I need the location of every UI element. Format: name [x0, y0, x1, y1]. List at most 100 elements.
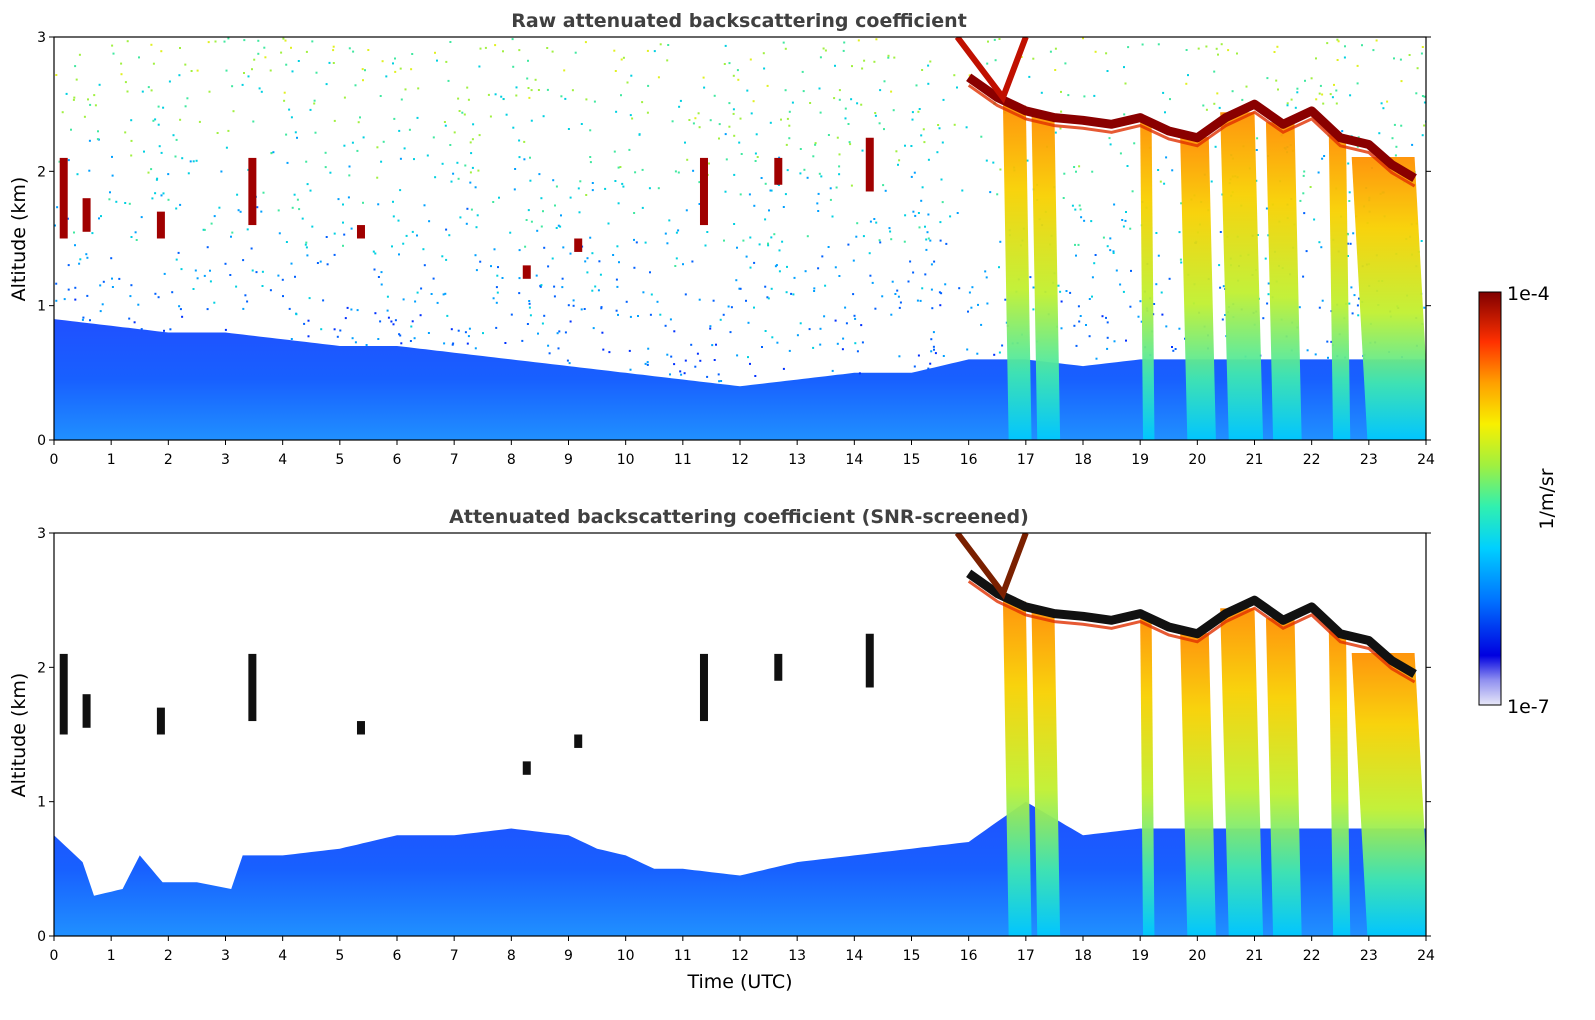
- noise-speckle: [54, 37, 1426, 383]
- precipitation-band: [1265, 618, 1302, 936]
- x-tick-label: 12: [731, 948, 749, 964]
- cloud-patch: [699, 157, 708, 226]
- cloud-patch: [248, 157, 257, 226]
- precipitation-band: [1140, 120, 1155, 440]
- x-tick-label: 4: [278, 452, 287, 468]
- precipitation-band: [1002, 601, 1032, 936]
- x-tick-label: 10: [617, 452, 635, 468]
- cloud-layer: [966, 569, 1417, 678]
- precipitation-band: [1220, 112, 1264, 440]
- x-tick-label: 5: [335, 452, 344, 468]
- precipitation-band: [1002, 105, 1032, 440]
- panel-title: Raw attenuated backscattering coefficien…: [511, 10, 967, 32]
- precipitation-band: [1220, 608, 1264, 936]
- colorbar-min-label: 1e-7: [1507, 696, 1550, 718]
- cloud-patch: [82, 198, 91, 232]
- x-tick-label: 23: [1360, 948, 1378, 964]
- precipitation-band: [1140, 616, 1155, 936]
- x-tick-label: 17: [1017, 948, 1035, 964]
- y-tick-label: 3: [37, 526, 46, 542]
- panel-title: Attenuated backscattering coefficient (S…: [449, 506, 1029, 528]
- x-tick-label: 9: [564, 948, 573, 964]
- x-axis-label: Time (UTC): [686, 971, 792, 993]
- cloud-patch: [59, 157, 68, 239]
- y-ticks: 0 1 2 3: [37, 526, 1431, 945]
- x-tick-label: 6: [393, 948, 402, 964]
- cloud-patch: [156, 707, 165, 735]
- x-tick-label: 2: [164, 948, 173, 964]
- precipitation-band: [1031, 114, 1061, 440]
- isolated-clouds: [59, 633, 874, 775]
- precipitation-bands: [1002, 601, 1426, 936]
- x-tick-label: 22: [1303, 452, 1321, 468]
- cloud-patch: [865, 137, 874, 192]
- cloud-patch: [248, 653, 257, 722]
- x-tick-label: 11: [674, 452, 692, 468]
- precipitation-band: [1180, 137, 1216, 440]
- x-tick-label: 0: [50, 452, 59, 468]
- x-tick-label: 6: [393, 452, 402, 468]
- x-tick-label: 7: [450, 452, 459, 468]
- y-tick-label: 1: [37, 299, 46, 315]
- precipitation-band: [1265, 122, 1302, 440]
- x-tick-label: 1: [107, 452, 116, 468]
- x-tick-label: 20: [1188, 452, 1206, 468]
- precipitation-band: [1328, 631, 1351, 936]
- x-tick-label: 24: [1417, 452, 1435, 468]
- precipitation-band: [1351, 653, 1426, 936]
- x-tick-label: 23: [1360, 452, 1378, 468]
- x-tick-label: 21: [1246, 948, 1264, 964]
- precipitation-band: [1031, 610, 1061, 936]
- colorbar-unit-label: 1/m/sr: [1536, 468, 1558, 529]
- boundary-layer: [54, 801, 1426, 936]
- colorbar-gradient: [1478, 291, 1502, 706]
- colorbar-max-label: 1e-4: [1507, 283, 1550, 305]
- y-tick-label: 2: [37, 660, 46, 676]
- x-tick-label: 14: [845, 948, 863, 964]
- x-tick-label: 18: [1074, 452, 1092, 468]
- colorbar: 1e-4 1e-7 1/m/sr: [1478, 283, 1558, 718]
- x-tick-label: 16: [960, 948, 978, 964]
- x-tick-label: 21: [1246, 452, 1264, 468]
- x-tick-label: 13: [788, 948, 806, 964]
- cloud-patch: [522, 761, 531, 775]
- cloud-patch: [574, 238, 583, 252]
- cloud-patch: [82, 694, 91, 728]
- precipitation-band: [1351, 157, 1426, 440]
- cloud-patch: [156, 211, 165, 239]
- raw-heatmap: [54, 37, 1426, 440]
- x-tick-label: 8: [507, 948, 516, 964]
- y-ticks: 0 1 2 3: [37, 30, 1431, 449]
- x-tick-label: 8: [507, 452, 516, 468]
- x-ticks: 0 1 2 3 4 5 6 7 8 9 10 11 12 13 14 15 16 17 18 19 20 21 22 23 24: [50, 936, 1435, 964]
- x-tick-label: 15: [903, 948, 921, 964]
- x-tick-label: 3: [221, 452, 230, 468]
- x-tick-label: 16: [960, 452, 978, 468]
- cloud-patch: [356, 721, 365, 735]
- x-tick-label: 19: [1131, 452, 1149, 468]
- x-tick-label: 9: [564, 452, 573, 468]
- screened-heatmap: [54, 533, 1426, 936]
- screened-backscatter-panel: Attenuated backscattering coefficient (S…: [8, 506, 1435, 993]
- isolated-clouds: [59, 137, 874, 279]
- x-tick-label: 4: [278, 948, 287, 964]
- precipitation-band: [1328, 135, 1351, 440]
- y-tick-label: 1: [37, 795, 46, 811]
- x-tick-label: 14: [845, 452, 863, 468]
- cloud-patch: [865, 633, 874, 688]
- cloud-patch: [774, 653, 783, 681]
- cloud-patch: [699, 653, 708, 722]
- y-tick-label: 3: [37, 30, 46, 46]
- x-tick-label: 22: [1303, 948, 1321, 964]
- cloud-tower: [954, 533, 1029, 600]
- x-tick-label: 10: [617, 948, 635, 964]
- x-tick-label: 17: [1017, 452, 1035, 468]
- cloud-layer: [966, 73, 1417, 182]
- x-tick-label: 15: [903, 452, 921, 468]
- cloud-layer-edge: [967, 580, 1416, 684]
- y-tick-label: 2: [37, 164, 46, 180]
- x-tick-label: 3: [221, 948, 230, 964]
- y-axis-label: Altitude (km): [8, 673, 30, 798]
- x-ticks: 0 1 2 3 4 5 6 7 8 9 10 11 12 13 14 15 16 17 18 19 20 21 22 23 24: [50, 440, 1435, 468]
